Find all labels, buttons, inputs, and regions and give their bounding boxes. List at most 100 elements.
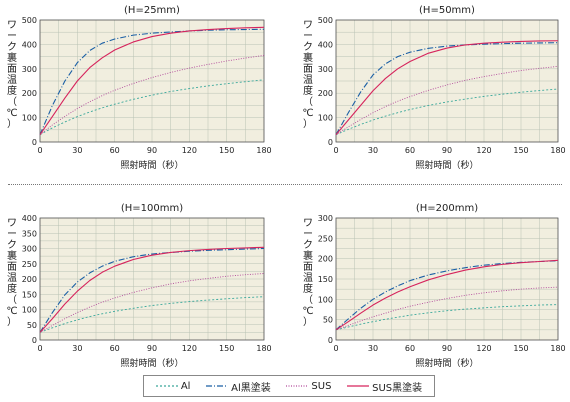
legend: Al Al黒塗装 SUS SUS黒塗装 [143,375,435,397]
x-tick-label: 120 [476,344,491,353]
y-tick-label: 300 [22,245,37,254]
y-tick-label: 0 [32,336,37,345]
y-tick-label: 200 [318,89,333,98]
x-tick-label: 30 [72,344,82,353]
y-tick-label: 100 [22,306,37,315]
series-line-al_black [39,28,265,135]
legend-item-sus_black: SUS黒塗装 [347,379,422,394]
legend-swatch-sus_black [347,385,370,387]
x-tick-label: 180 [550,344,565,353]
x-tick-label: 90 [442,146,452,155]
y-axis-label: ワーク裏面温度（℃） [302,20,313,130]
plot-frame [335,19,559,143]
series-line-sus_black [335,259,559,331]
legend-swatch-al_black [206,385,229,387]
series-line-sus_black [335,40,559,136]
legend-item-al: Al [155,380,191,392]
x-tick-label: 0 [333,344,338,353]
x-axis-label: 照射時間（秒） [120,159,183,171]
y-tick-label: 300 [318,214,333,223]
y-tick-label: 100 [318,295,333,304]
chart-panel-3: 0 30 60 90 120 150 180 0 50 100 150 200 250 300 350 400… [6,203,271,369]
chart-title: (H=25mm) [124,5,180,16]
y-tick-label: 200 [22,275,37,284]
legend-item-al_black: Al黒塗装 [206,379,271,394]
y-tick-label: 400 [22,40,37,49]
y-tick-label: 500 [22,16,37,25]
y-tick-label: 300 [318,65,333,74]
plot-frame [39,19,265,143]
x-tick-label: 0 [333,146,338,155]
series-line-al_black [335,260,559,331]
chart-title: (H=50mm) [419,5,475,16]
x-tick-label: 0 [37,146,42,155]
y-tick-label: 350 [22,229,37,238]
x-tick-label: 180 [550,146,565,155]
x-tick-label: 60 [110,344,120,353]
series-line-sus_black [39,246,265,333]
chart-panel-1: 0 30 60 90 120 150 180 0 100 200 300 400 500 (H=25mm)… [6,5,271,171]
y-axis-label: ワーク裏面温度（℃） [302,218,313,328]
legend-label: SUS黒塗装 [372,382,423,394]
series-line-al [335,304,559,331]
chart-title: (H=100mm) [121,203,183,214]
series-line-sus [39,54,265,136]
legend-label: Al黒塗装 [231,382,271,394]
series-line-sus [335,65,559,136]
series-line-al_black [39,247,265,333]
x-tick-label: 180 [256,146,271,155]
y-tick-label: 250 [22,260,37,269]
x-tick-label: 120 [476,146,491,155]
x-axis-label: 照射時間（秒） [120,357,183,369]
y-tick-label: 150 [318,275,333,284]
y-axis-label: ワーク裏面温度（℃） [6,20,17,130]
legend-swatch-sus [286,385,309,387]
x-axis-label: 照射時間（秒） [415,357,478,369]
y-tick-label: 0 [328,138,333,147]
chart-panel-2: 0 30 60 90 120 150 180 0 100 200 300 400 500 (H=50mm)… [302,5,565,171]
plot-frame [39,217,265,341]
legend-label: SUS [311,380,332,392]
y-tick-label: 200 [318,255,333,264]
y-tick-label: 500 [318,16,333,25]
y-tick-label: 50 [27,321,37,330]
y-tick-label: 50 [323,316,333,325]
chart-title: (H=200mm) [416,203,478,214]
x-axis-label: 照射時間（秒） [415,159,478,171]
plot-frame [335,217,559,341]
y-tick-label: 300 [22,65,37,74]
y-tick-label: 150 [22,290,37,299]
y-tick-label: 400 [22,214,37,223]
y-tick-label: 0 [32,138,37,147]
x-tick-label: 150 [219,344,234,353]
series-line-al [335,88,559,136]
series-line-al [39,296,265,333]
x-tick-label: 60 [405,344,415,353]
panel-divider [8,184,562,185]
x-tick-label: 120 [182,344,197,353]
x-tick-label: 0 [37,344,42,353]
series-line-sus [39,273,265,333]
series-line-sus_black [39,26,265,135]
x-tick-label: 60 [110,146,120,155]
legend-item-sus: SUS [286,381,331,392]
legend-label: Al [180,380,191,392]
series-line-al [39,79,265,136]
y-tick-label: 200 [22,89,37,98]
x-tick-label: 150 [513,146,528,155]
series-line-sus [335,286,559,331]
legend-swatch-al [155,385,178,387]
x-tick-label: 30 [368,146,378,155]
series-line-al_black [335,42,559,135]
x-tick-label: 90 [147,344,157,353]
y-tick-label: 400 [318,40,333,49]
x-tick-label: 90 [442,344,452,353]
y-tick-label: 250 [318,234,333,243]
chart-panel-4: 0 30 60 90 120 150 180 0 50 100 150 200 250 300 (H=200… [302,203,565,369]
x-tick-label: 60 [405,146,415,155]
x-tick-label: 150 [219,146,234,155]
x-tick-label: 30 [368,344,378,353]
y-tick-label: 100 [318,114,333,123]
x-tick-label: 30 [72,146,82,155]
